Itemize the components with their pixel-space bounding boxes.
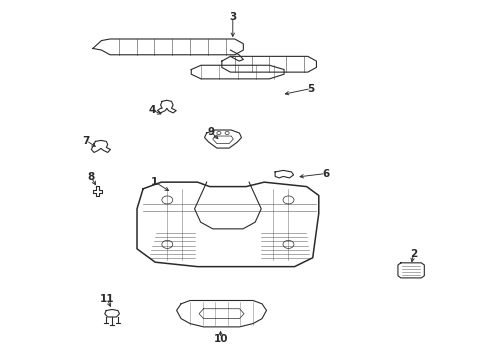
Text: 1: 1 <box>151 177 158 187</box>
Text: 2: 2 <box>410 248 417 258</box>
Text: 8: 8 <box>87 172 95 182</box>
Text: 5: 5 <box>307 84 315 94</box>
Text: 7: 7 <box>82 136 90 145</box>
Text: 9: 9 <box>207 127 214 136</box>
Text: 11: 11 <box>100 294 115 304</box>
Text: 6: 6 <box>322 168 329 179</box>
Text: 4: 4 <box>148 105 156 115</box>
Text: 3: 3 <box>229 12 236 22</box>
Text: 10: 10 <box>213 333 228 343</box>
